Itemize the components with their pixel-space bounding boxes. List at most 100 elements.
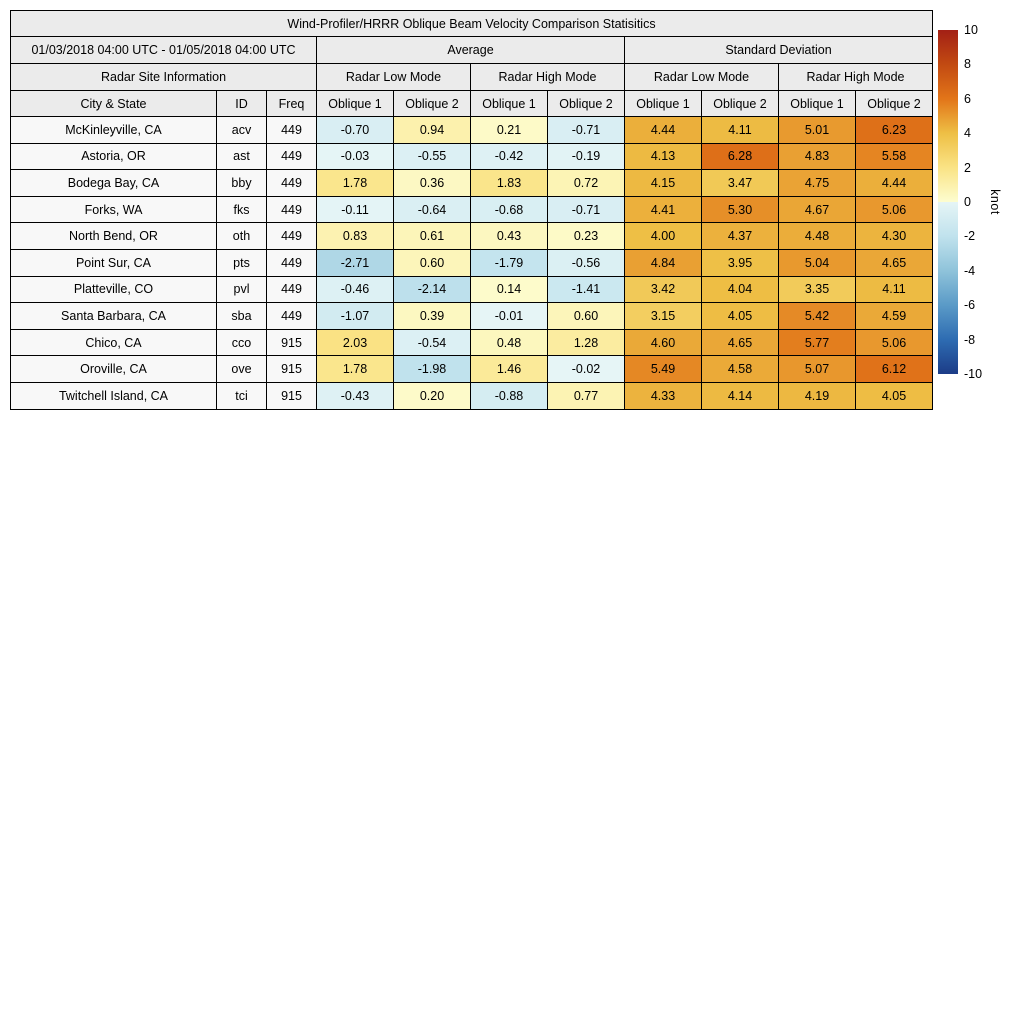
value-cell: -1.07 <box>316 302 394 330</box>
city-cell: North Bend, OR <box>10 222 217 250</box>
id-cell: ast <box>216 142 267 171</box>
city-cell: Astoria, OR <box>10 142 217 171</box>
value-cell: 4.65 <box>855 248 933 277</box>
value-cell: -0.01 <box>470 302 548 330</box>
value-cell: 1.78 <box>316 169 394 197</box>
col-header-oblique: Oblique 1 <box>470 90 548 117</box>
value-cell: 5.06 <box>855 195 933 224</box>
value-cell: 4.65 <box>701 328 779 357</box>
value-cell: -2.14 <box>393 275 471 304</box>
value-cell: 4.75 <box>778 169 856 197</box>
value-cell: -0.54 <box>393 328 471 357</box>
colorbar-tick: -10 <box>964 367 983 381</box>
id-cell: oth <box>216 222 267 250</box>
value-cell: 0.36 <box>393 169 471 197</box>
col-header-oblique: Oblique 1 <box>778 90 856 117</box>
mode-header-std-high: Radar High Mode <box>778 63 933 91</box>
table-row: Chico, CA cco 915 2.03 -0.54 0.48 1.28 4.60 4.65… <box>10 328 933 357</box>
value-cell: 4.84 <box>624 248 702 277</box>
value-cell: 3.15 <box>624 302 702 330</box>
freq-cell: 449 <box>266 116 317 144</box>
city-cell: Platteville, CO <box>10 275 217 304</box>
value-cell: 1.46 <box>470 355 548 383</box>
site-info-header: Radar Site Information <box>10 63 317 91</box>
value-cell: 5.58 <box>855 142 933 171</box>
freq-cell: 915 <box>266 381 317 410</box>
value-cell: -0.68 <box>470 195 548 224</box>
colorbar-tick: 0 <box>964 195 971 209</box>
col-header-id: ID <box>216 90 267 117</box>
city-cell: Bodega Bay, CA <box>10 169 217 197</box>
mode-header-std-low: Radar Low Mode <box>624 63 779 91</box>
table-row: Point Sur, CA pts 449 -2.71 0.60 -1.79 -0.56 4.… <box>10 248 933 277</box>
freq-cell: 449 <box>266 195 317 224</box>
title-row: Wind-Profiler/HRRR Oblique Beam Velocity… <box>10 10 933 37</box>
value-cell: 4.13 <box>624 142 702 171</box>
value-cell: 5.77 <box>778 328 856 357</box>
value-cell: 4.05 <box>701 302 779 330</box>
value-cell: 0.77 <box>547 381 625 410</box>
value-cell: -0.43 <box>316 381 394 410</box>
id-cell: tci <box>216 381 267 410</box>
col-header-oblique: Oblique 1 <box>624 90 702 117</box>
value-cell: 1.28 <box>547 328 625 357</box>
value-cell: 0.43 <box>470 222 548 250</box>
id-cell: fks <box>216 195 267 224</box>
col-header-freq: Freq <box>266 90 317 117</box>
table-row: McKinleyville, CA acv 449 -0.70 0.94 0.21 -0.7… <box>10 116 933 144</box>
value-cell: 1.78 <box>316 355 394 383</box>
value-cell: 4.67 <box>778 195 856 224</box>
value-cell: 5.07 <box>778 355 856 383</box>
colorbar-unit-label: knot <box>988 189 1002 215</box>
value-cell: -0.55 <box>393 142 471 171</box>
table-row: Twitchell Island, CA tci 915 -0.43 0.20 -0.88… <box>10 381 933 410</box>
value-cell: -2.71 <box>316 248 394 277</box>
value-cell: 0.60 <box>547 302 625 330</box>
value-cell: 3.35 <box>778 275 856 304</box>
value-cell: -0.03 <box>316 142 394 171</box>
value-cell: -0.56 <box>547 248 625 277</box>
value-cell: 3.95 <box>701 248 779 277</box>
value-cell: -0.46 <box>316 275 394 304</box>
value-cell: 0.20 <box>393 381 471 410</box>
col-header-oblique: Oblique 2 <box>393 90 471 117</box>
value-cell: 4.11 <box>855 275 933 304</box>
value-cell: 5.06 <box>855 328 933 357</box>
value-cell: 4.44 <box>855 169 933 197</box>
freq-cell: 449 <box>266 275 317 304</box>
value-cell: -1.98 <box>393 355 471 383</box>
value-cell: 3.47 <box>701 169 779 197</box>
value-cell: 4.14 <box>701 381 779 410</box>
value-cell: -0.64 <box>393 195 471 224</box>
freq-cell: 449 <box>266 302 317 330</box>
mode-header-avg-low: Radar Low Mode <box>316 63 471 91</box>
value-cell: -0.19 <box>547 142 625 171</box>
value-cell: 4.60 <box>624 328 702 357</box>
city-cell: Point Sur, CA <box>10 248 217 277</box>
value-cell: 0.14 <box>470 275 548 304</box>
comparison-statistics-table: Wind-Profiler/HRRR Oblique Beam Velocity… <box>10 10 933 410</box>
value-cell: 0.72 <box>547 169 625 197</box>
freq-cell: 915 <box>266 355 317 383</box>
city-cell: Twitchell Island, CA <box>10 381 217 410</box>
id-cell: pvl <box>216 275 267 304</box>
value-cell: -1.41 <box>547 275 625 304</box>
colorbar-tick: -6 <box>964 298 976 313</box>
value-cell: 0.60 <box>393 248 471 277</box>
value-cell: -0.42 <box>470 142 548 171</box>
value-cell: -1.79 <box>470 248 548 277</box>
value-cell: -0.70 <box>316 116 394 144</box>
id-cell: bby <box>216 169 267 197</box>
col-header-city: City & State <box>10 90 217 117</box>
value-cell: 4.15 <box>624 169 702 197</box>
mode-header-avg-high: Radar High Mode <box>470 63 625 91</box>
value-cell: 5.01 <box>778 116 856 144</box>
table-row: Forks, WA fks 449 -0.11 -0.64 -0.68 -0.71 4.41 5… <box>10 195 933 224</box>
value-cell: 0.61 <box>393 222 471 250</box>
value-cell: 4.41 <box>624 195 702 224</box>
city-cell: Oroville, CA <box>10 355 217 383</box>
value-cell: 4.30 <box>855 222 933 250</box>
value-cell: 6.23 <box>855 116 933 144</box>
id-cell: pts <box>216 248 267 277</box>
value-cell: 3.42 <box>624 275 702 304</box>
